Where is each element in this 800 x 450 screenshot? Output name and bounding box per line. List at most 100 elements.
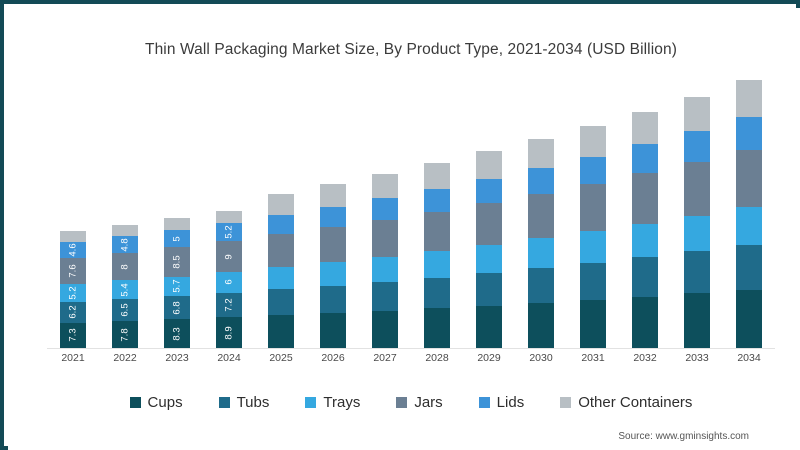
- bar-segment-tubs[interactable]: [320, 285, 346, 314]
- bar-2024[interactable]: 8.9 7.2 6 9 5.2: [216, 210, 242, 348]
- bar-2027[interactable]: [372, 174, 398, 348]
- bar-segment-lids[interactable]: [320, 207, 346, 228]
- bar-segment-other-containers[interactable]: [216, 210, 242, 224]
- bar-segment-jars[interactable]: [424, 211, 450, 252]
- bar-2021[interactable]: 7.3 6.2 5.2 7.6 4.6: [60, 231, 86, 348]
- bar-segment-jars[interactable]: 7.6: [60, 257, 86, 284]
- bar-segment-jars[interactable]: [736, 150, 762, 208]
- bar-segment-lids[interactable]: [424, 188, 450, 212]
- bar-segment-tubs[interactable]: [424, 277, 450, 309]
- bar-segment-lids[interactable]: 4.6: [60, 241, 86, 258]
- bar-segment-cups[interactable]: [476, 305, 502, 348]
- bar-segment-jars[interactable]: [320, 227, 346, 263]
- bar-segment-lids[interactable]: [580, 156, 606, 185]
- bar-segment-jars[interactable]: 8.5: [164, 247, 190, 277]
- bar-segment-tubs[interactable]: 6.8: [164, 296, 190, 320]
- bar-segment-trays[interactable]: 5.7: [164, 276, 190, 297]
- bar-2023[interactable]: 8.3 6.8 5.7 8.5 5: [164, 218, 190, 348]
- legend-item-tubs[interactable]: Tubs: [218, 394, 269, 411]
- bar-segment-trays[interactable]: [372, 256, 398, 282]
- bar-segment-lids[interactable]: [268, 214, 294, 235]
- bar-segment-lids[interactable]: 5.2: [216, 223, 242, 242]
- bar-segment-jars[interactable]: [476, 202, 502, 245]
- bar-segment-cups[interactable]: [736, 289, 762, 348]
- bar-2031[interactable]: [580, 125, 606, 348]
- bar-2032[interactable]: [632, 111, 658, 348]
- bar-segment-lids[interactable]: [372, 198, 398, 220]
- bar-segment-other-containers[interactable]: [320, 184, 346, 208]
- bar-segment-trays[interactable]: 5.2: [60, 283, 86, 302]
- legend-item-other-containers[interactable]: Other Containers: [560, 394, 692, 411]
- bar-segment-cups[interactable]: [632, 296, 658, 348]
- legend-item-cups[interactable]: Cups: [129, 394, 183, 411]
- bar-segment-trays[interactable]: [632, 223, 658, 258]
- bar-segment-cups[interactable]: 7.3: [60, 322, 86, 348]
- bar-segment-tubs[interactable]: [736, 244, 762, 290]
- bar-2026[interactable]: [320, 184, 346, 348]
- bar-segment-cups[interactable]: [268, 315, 294, 348]
- bar-segment-other-containers[interactable]: [372, 174, 398, 199]
- bar-segment-cups[interactable]: [424, 308, 450, 348]
- bar-segment-other-containers[interactable]: [112, 225, 138, 237]
- bar-segment-cups[interactable]: [372, 310, 398, 348]
- bar-2025[interactable]: [268, 193, 294, 348]
- bar-segment-lids[interactable]: [684, 131, 710, 163]
- bar-segment-tubs[interactable]: [580, 262, 606, 300]
- bar-segment-cups[interactable]: 7.8: [112, 321, 138, 348]
- bar-segment-other-containers[interactable]: [632, 111, 658, 145]
- bar-segment-trays[interactable]: [424, 251, 450, 278]
- bar-segment-tubs[interactable]: [268, 289, 294, 316]
- bar-segment-trays[interactable]: [580, 231, 606, 263]
- bar-2029[interactable]: [476, 151, 502, 348]
- bar-segment-trays[interactable]: [320, 262, 346, 286]
- bar-2030[interactable]: [528, 139, 554, 348]
- bar-segment-tubs[interactable]: [476, 272, 502, 306]
- bar-segment-trays[interactable]: 6: [216, 272, 242, 293]
- bar-segment-tubs[interactable]: 7.2: [216, 292, 242, 318]
- bar-segment-other-containers[interactable]: [164, 218, 190, 231]
- legend-item-jars[interactable]: Jars: [396, 394, 443, 411]
- bar-segment-jars[interactable]: [580, 184, 606, 232]
- legend-item-lids[interactable]: Lids: [478, 394, 524, 411]
- bar-segment-tubs[interactable]: [632, 257, 658, 297]
- bar-2033[interactable]: [684, 96, 710, 348]
- bar-segment-jars[interactable]: [268, 234, 294, 268]
- bar-segment-jars[interactable]: [684, 162, 710, 216]
- bar-segment-other-containers[interactable]: [424, 163, 450, 189]
- bar-segment-cups[interactable]: 8.3: [164, 319, 190, 348]
- bar-segment-other-containers[interactable]: [580, 125, 606, 157]
- bar-segment-lids[interactable]: 4.8: [112, 236, 138, 253]
- bar-2022[interactable]: 7.8 6.5 5.4 8 4.8: [112, 225, 138, 348]
- bar-segment-trays[interactable]: [268, 267, 294, 290]
- bar-segment-jars[interactable]: 9: [216, 241, 242, 273]
- bar-segment-trays[interactable]: [476, 244, 502, 273]
- bar-segment-cups[interactable]: [528, 302, 554, 348]
- legend-item-trays[interactable]: Trays: [305, 394, 360, 411]
- bar-segment-trays[interactable]: [528, 238, 554, 268]
- bar-segment-other-containers[interactable]: [476, 151, 502, 179]
- bar-segment-lids[interactable]: [476, 178, 502, 203]
- bar-segment-trays[interactable]: 5.4: [112, 280, 138, 299]
- bar-segment-cups[interactable]: [684, 293, 710, 348]
- bar-segment-cups[interactable]: [320, 313, 346, 348]
- bar-segment-tubs[interactable]: [684, 251, 710, 294]
- bar-segment-cups[interactable]: 8.9: [216, 317, 242, 348]
- bar-segment-jars[interactable]: [372, 219, 398, 257]
- bar-segment-lids[interactable]: [632, 144, 658, 174]
- bar-2034[interactable]: [736, 80, 762, 348]
- bar-segment-tubs[interactable]: 6.2: [60, 301, 86, 323]
- bar-segment-other-containers[interactable]: [268, 193, 294, 215]
- bar-segment-tubs[interactable]: 6.5: [112, 298, 138, 322]
- bar-segment-lids[interactable]: [736, 117, 762, 151]
- bar-segment-jars[interactable]: [528, 193, 554, 239]
- bar-segment-other-containers[interactable]: [60, 231, 86, 242]
- bar-2028[interactable]: [424, 163, 450, 348]
- bar-segment-other-containers[interactable]: [528, 139, 554, 168]
- bar-segment-other-containers[interactable]: [736, 80, 762, 118]
- bar-segment-lids[interactable]: [528, 167, 554, 194]
- bar-segment-jars[interactable]: 8: [112, 252, 138, 281]
- bar-segment-lids[interactable]: 5: [164, 230, 190, 248]
- bar-segment-jars[interactable]: [632, 173, 658, 224]
- bar-segment-cups[interactable]: [580, 299, 606, 348]
- bar-segment-tubs[interactable]: [372, 281, 398, 311]
